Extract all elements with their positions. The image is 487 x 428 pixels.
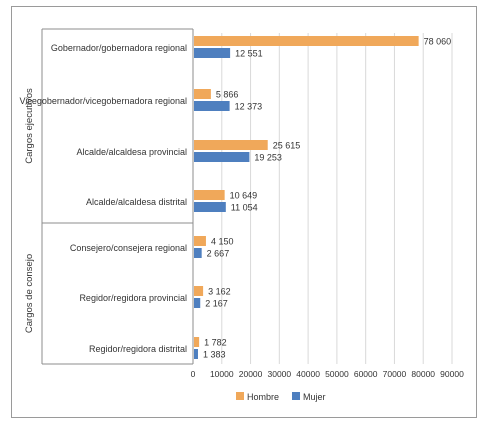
- bar-mujer: [194, 298, 201, 308]
- x-tick-label: 50000: [325, 369, 349, 379]
- x-tick-label: 60000: [354, 369, 378, 379]
- legend-swatch-hombre: [236, 392, 244, 400]
- value-label: 1 383: [203, 350, 226, 360]
- x-tick-label: 70000: [383, 369, 407, 379]
- x-tick-label: 90000: [440, 369, 464, 379]
- value-label: 19 253: [254, 153, 282, 163]
- category-label: Alcalde/alcaldesa distrital: [86, 197, 187, 207]
- bars: 78 060 5 866 25 615 10 649 4 150 3 162 1 782 12…: [194, 36, 451, 360]
- value-label: 5 866: [216, 90, 239, 100]
- value-label: 11 054: [231, 203, 258, 213]
- value-label: 78 060: [424, 37, 452, 47]
- category-label: Regidor/regidora provincial: [79, 293, 187, 303]
- bar-mujer: [194, 48, 231, 58]
- bar-chart: Cargos ejecutivos Cargos de consejo Gobern…: [20, 28, 464, 402]
- x-tick-label: 10000: [210, 369, 234, 379]
- category-label: Vicegobernador/vicegobernadora regional: [20, 96, 187, 106]
- value-label: 2 167: [205, 299, 228, 309]
- legend-label: Mujer: [303, 392, 326, 402]
- grid: [221, 33, 453, 364]
- x-tick-label: 20000: [239, 369, 263, 379]
- category-label: Gobernador/gobernadora regional: [51, 43, 187, 53]
- bar-mujer: [194, 349, 198, 359]
- bar-hombre: [194, 36, 419, 46]
- x-tick-label: 0: [191, 369, 196, 379]
- bar-mujer: [194, 202, 226, 212]
- legend: Hombre Mujer: [236, 392, 326, 402]
- bar-hombre: [194, 89, 211, 99]
- chart-frame: Cargos ejecutivos Cargos de consejo Gobern…: [11, 6, 477, 418]
- category-label: Alcalde/alcaldesa provincial: [76, 147, 187, 157]
- bar-hombre: [194, 286, 204, 296]
- value-label: 10 649: [230, 191, 258, 201]
- bar-mujer: [194, 152, 250, 162]
- bar-hombre: [194, 140, 268, 150]
- bar-mujer: [194, 248, 202, 258]
- bar-mujer: [194, 101, 230, 111]
- group-label: Cargos de consejo: [24, 254, 35, 333]
- value-label: 1 782: [204, 338, 227, 348]
- x-axis: 0 10000 20000 30000 40000 50000 60000 70000 8000…: [191, 369, 464, 379]
- bar-hombre: [194, 236, 206, 246]
- category-label: Regidor/regidora distrital: [89, 344, 187, 354]
- x-tick-label: 40000: [296, 369, 320, 379]
- category-structure: Cargos ejecutivos Cargos de consejo Gobern…: [20, 28, 194, 365]
- value-label: 25 615: [273, 141, 301, 151]
- value-label: 3 162: [208, 287, 231, 297]
- bar-hombre: [194, 190, 225, 200]
- bar-hombre: [194, 337, 200, 347]
- value-label: 12 373: [235, 102, 263, 112]
- x-tick-label: 80000: [411, 369, 435, 379]
- group-label: Cargos ejecutivos: [24, 88, 35, 164]
- x-tick-label: 30000: [268, 369, 292, 379]
- value-label: 12 551: [235, 49, 263, 59]
- legend-label: Hombre: [247, 392, 279, 402]
- value-label: 2 667: [207, 249, 230, 259]
- category-label: Consejero/consejera regional: [70, 243, 187, 253]
- value-label: 4 150: [211, 237, 234, 247]
- legend-swatch-mujer: [292, 392, 300, 400]
